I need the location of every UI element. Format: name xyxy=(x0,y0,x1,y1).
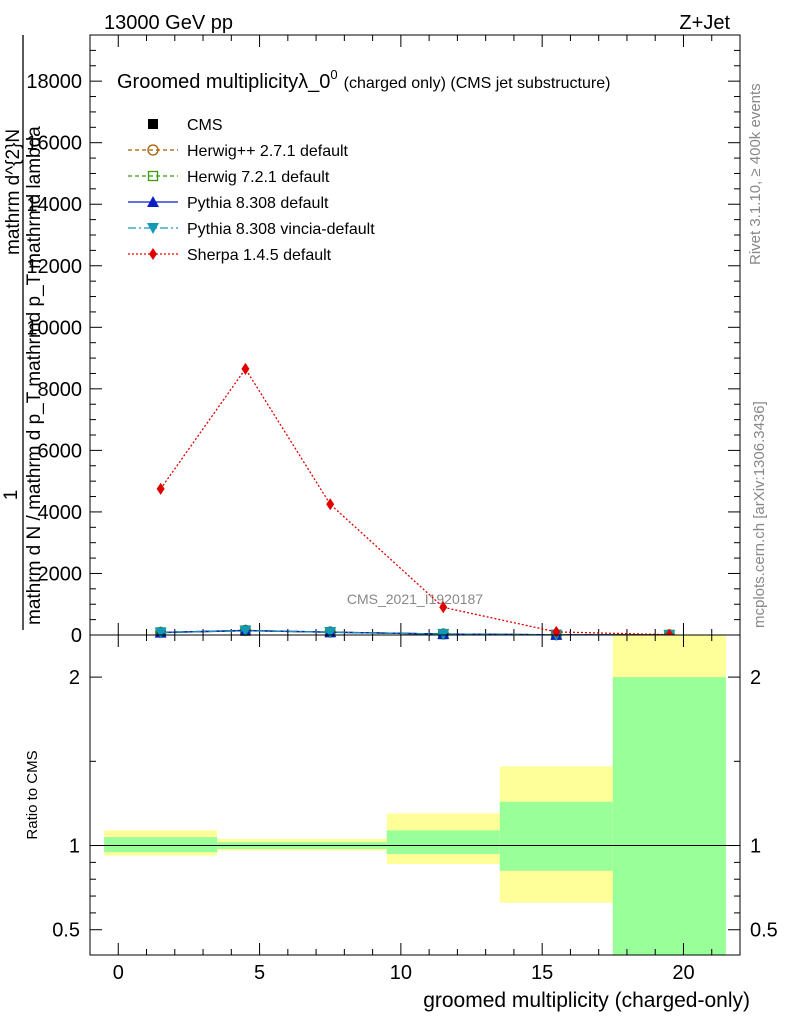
ratio-tick-label: 2 xyxy=(69,667,80,689)
legend-label: Herwig++ 2.7.1 default xyxy=(187,143,349,160)
series-line xyxy=(160,629,670,636)
y-tick-label: 12000 xyxy=(26,256,82,278)
data-point xyxy=(326,498,335,511)
y-tick-label: 10000 xyxy=(26,317,82,339)
plot-title: Groomed multiplicityλ_00 (charged only) (… xyxy=(117,67,610,93)
data-point xyxy=(439,601,448,614)
plot-title-sup: 0 xyxy=(330,67,337,82)
ratio-band-green xyxy=(104,837,218,853)
ratio-tick-label: 1 xyxy=(69,836,80,858)
legend-label: Pythia 8.308 default xyxy=(187,195,329,212)
ratio-tick-label-right: 2 xyxy=(750,667,761,689)
y-label-top: mathrm d^{2}N xyxy=(3,129,24,255)
legend-label: Sherpa 1.4.5 default xyxy=(187,247,332,264)
data-point xyxy=(156,482,165,495)
ratio-plot: 0.5 0.5 1 1 2 2 0 5 10 15 20 xyxy=(52,634,778,984)
x-tick-label: 20 xyxy=(672,962,694,984)
legend-marker xyxy=(147,196,159,207)
main-y-ticks: 0 2000 4000 6000 8000 10000 12000 14000 16000 180… xyxy=(26,35,741,647)
x-axis-label: groomed multiplicity (charged-only) xyxy=(423,989,750,1012)
y-label-numerator: 1 xyxy=(1,490,22,501)
x-tick-label: 15 xyxy=(531,962,553,984)
y-label-denominator: mathrm d N / mathrm d p_T mathrmd p_T ma… xyxy=(24,126,45,625)
y-tick-label: 4000 xyxy=(38,502,83,524)
ratio-band-green xyxy=(386,830,500,854)
ratio-y-ticks: 0.5 0.5 1 1 2 2 xyxy=(52,667,778,942)
mcplots-caption: mcplots.cern.ch [arXiv:1306.3436] xyxy=(751,401,768,628)
header-process: Z+Jet xyxy=(679,12,730,34)
y-tick-label: 6000 xyxy=(38,440,83,462)
ratio-band-green xyxy=(612,677,726,955)
main-y-label: 1 mathrm d N / mathrm d p_T mathrmd p_T … xyxy=(1,35,45,630)
x-tick-label: 0 xyxy=(113,962,124,984)
data-point xyxy=(154,627,167,639)
x-ticks: 0 5 10 15 20 xyxy=(89,635,741,984)
ratio-tick-label-right: 1 xyxy=(750,836,761,858)
analysis-watermark: CMS_2021_I1920187 xyxy=(347,591,483,607)
ratio-tick-label-right: 0.5 xyxy=(750,920,778,942)
ratio-bands xyxy=(90,635,740,955)
plot-title-main: Groomed multiplicityλ_0 xyxy=(117,71,330,93)
ratio-band-green xyxy=(499,801,613,871)
legend-label: CMS xyxy=(187,117,223,134)
data-point xyxy=(324,627,337,639)
main-plot: CMS_2021_I1920187 0 2000 4000 6000 8000 10000… xyxy=(26,34,741,647)
legend: CMS Herwig++ 2.7.1 default Herwig 7.2.1 de… xyxy=(128,117,375,264)
y-tick-label: 0 xyxy=(71,625,82,647)
ratio-tick-label: 0.5 xyxy=(52,920,80,942)
y-tick-label: 18000 xyxy=(26,71,82,93)
data-point xyxy=(241,362,250,375)
legend-label: Pythia 8.308 vincia-default xyxy=(187,221,375,238)
plot-title-paren: (charged only) (CMS jet substructure) xyxy=(344,75,611,92)
legend-marker xyxy=(148,119,158,129)
legend-marker xyxy=(147,144,159,156)
legend-label: Herwig 7.2.1 default xyxy=(187,169,330,186)
ratio-frame xyxy=(89,634,741,956)
legend-marker xyxy=(147,223,159,234)
rivet-caption: Rivet 3.1.10, ≥ 400k events xyxy=(747,83,764,265)
legend-marker xyxy=(147,170,159,182)
ratio-y-label: Ratio to CMS xyxy=(24,750,41,839)
y-tick-label: 14000 xyxy=(26,194,82,216)
x-tick-label: 5 xyxy=(254,962,265,984)
y-tick-label: 2000 xyxy=(38,563,83,585)
legend-marker xyxy=(149,248,157,260)
y-tick-label: 8000 xyxy=(38,379,83,401)
x-tick-label: 10 xyxy=(390,962,412,984)
y-tick-label: 16000 xyxy=(26,133,82,155)
data-point xyxy=(239,625,252,637)
header-energy: 13000 GeV pp xyxy=(104,12,233,34)
